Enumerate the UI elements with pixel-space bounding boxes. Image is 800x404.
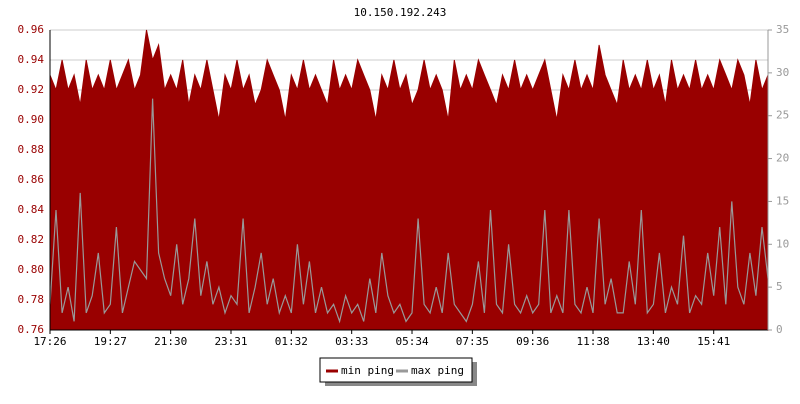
y2-tick-label: 35 bbox=[776, 23, 789, 36]
y2-tick-label: 10 bbox=[776, 237, 789, 250]
legend-label: min ping bbox=[341, 364, 394, 377]
x-tick-label: 05:34 bbox=[395, 335, 428, 348]
x-tick-label: 15:41 bbox=[697, 335, 730, 348]
y-tick-label: 0.78 bbox=[18, 293, 45, 306]
y-tick-label: 0.92 bbox=[18, 83, 45, 96]
x-tick-label: 23:31 bbox=[214, 335, 247, 348]
x-tick-label: 21:30 bbox=[154, 335, 187, 348]
line bbox=[49, 98, 769, 324]
y-tick-label: 0.80 bbox=[18, 263, 45, 276]
legend-label: max ping bbox=[411, 364, 464, 377]
y2-tick-label: 20 bbox=[776, 152, 789, 165]
x-tick-label: 01:32 bbox=[275, 335, 308, 348]
x-tick-label: 17:26 bbox=[33, 335, 66, 348]
x-tick-label: 19:27 bbox=[94, 335, 127, 348]
y2-tick-label: 15 bbox=[776, 194, 789, 207]
y-tick-label: 0.76 bbox=[18, 323, 45, 336]
y2-tick-label: 25 bbox=[776, 109, 789, 122]
x-tick-label: 07:35 bbox=[456, 335, 489, 348]
y-tick-label: 0.82 bbox=[18, 233, 45, 246]
chart-title: 10.150.192.243 bbox=[354, 6, 447, 19]
y2-tick-label: 30 bbox=[776, 66, 789, 79]
x-tick-label: 09:36 bbox=[516, 335, 549, 348]
y2-tick-label: 0 bbox=[776, 323, 783, 336]
y-tick-label: 0.88 bbox=[18, 143, 45, 156]
y-tick-label: 0.86 bbox=[18, 173, 45, 186]
y-tick-label: 0.96 bbox=[18, 23, 45, 36]
y-tick-label: 0.90 bbox=[18, 113, 45, 126]
x-tick-label: 03:33 bbox=[335, 335, 368, 348]
y-tick-label: 0.94 bbox=[18, 53, 45, 66]
area bbox=[49, 29, 769, 331]
x-tick-label: 11:38 bbox=[576, 335, 609, 348]
y-tick-label: 0.84 bbox=[18, 203, 45, 216]
x-tick-label: 13:40 bbox=[637, 335, 670, 348]
y2-tick-label: 5 bbox=[776, 280, 783, 293]
